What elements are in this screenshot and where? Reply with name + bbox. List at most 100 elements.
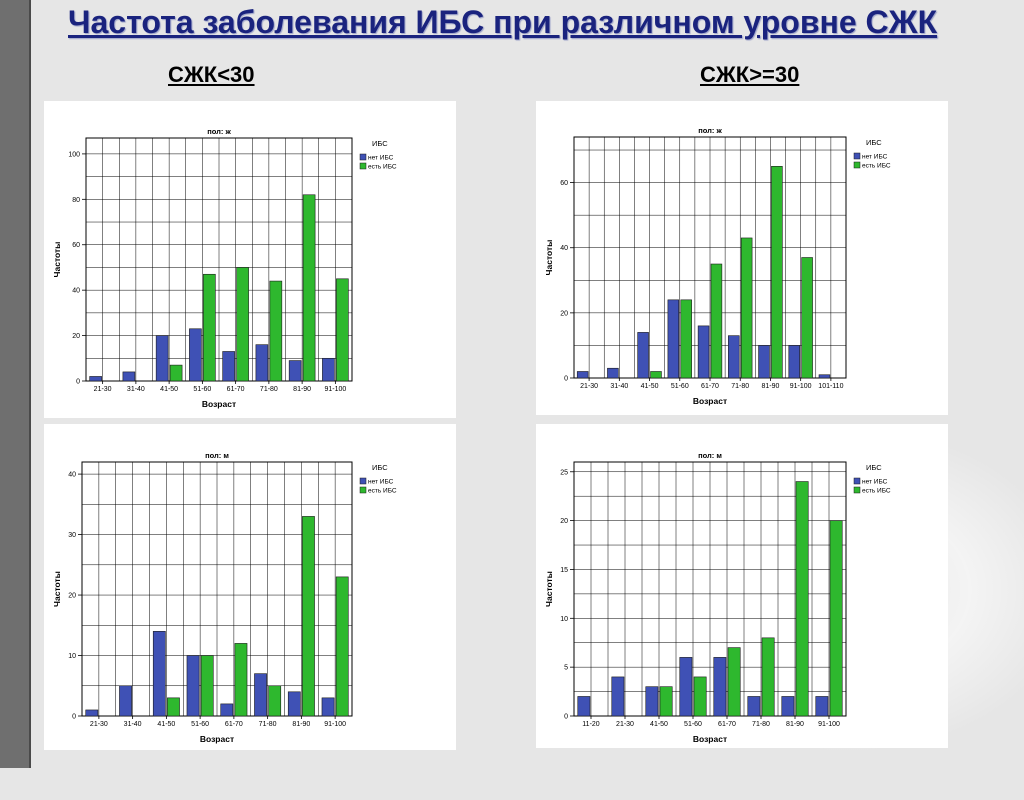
- x-axis-label: Возраст: [200, 734, 234, 744]
- bar-ibs: [335, 576, 349, 717]
- legend-swatch: [359, 486, 367, 494]
- bar-no-ibs: [322, 357, 335, 382]
- y-tick-label: 80: [72, 197, 80, 204]
- legend-swatch: [359, 477, 367, 485]
- bar-ibs: [167, 697, 180, 717]
- x-tick-label: 21-30: [94, 386, 112, 393]
- chart-title: пол: ж: [207, 127, 231, 136]
- x-tick-label: 61-70: [701, 383, 719, 390]
- bar-no-ibs: [788, 345, 800, 379]
- x-tick-label: 21-30: [616, 721, 634, 728]
- x-axis-label: Возраст: [202, 399, 236, 409]
- bar-no-ibs: [189, 328, 202, 382]
- legend-swatch: [853, 486, 861, 494]
- bar-ibs: [650, 371, 662, 379]
- x-tick-label: 91-100: [790, 383, 812, 390]
- chart-title: пол: м: [205, 451, 229, 460]
- legend-swatch: [359, 162, 367, 170]
- chart-title: пол: ж: [698, 126, 722, 135]
- bar-no-ibs: [747, 696, 761, 717]
- x-tick-label: 61-70: [225, 721, 243, 728]
- bar-no-ibs: [155, 335, 169, 382]
- y-tick-label: 0: [564, 714, 568, 721]
- y-tick-label: 30: [68, 532, 76, 539]
- legend-label: нет ИБС: [368, 479, 394, 486]
- y-axis-label: Частоты: [52, 571, 62, 607]
- chart-panel-right-female: 0 20 40 60 21-30 31-40 41-50 51-60 61-70 71-80 81-…: [536, 101, 948, 415]
- bar-chart-right-female: 0 20 40 60 21-30 31-40 41-50 51-60 61-70 71-80 81-…: [544, 126, 891, 406]
- bar-ibs: [659, 686, 673, 717]
- legend-swatch: [853, 161, 861, 169]
- y-tick-label: 40: [560, 245, 568, 252]
- legend-label: нет ИБС: [368, 155, 394, 162]
- bar-ibs: [795, 481, 809, 717]
- y-tick-label: 100: [68, 151, 80, 158]
- x-tick-label: 81-90: [786, 721, 804, 728]
- x-tick-label: 71-80: [260, 386, 278, 393]
- x-axis-label: Возраст: [693, 396, 727, 406]
- bar-no-ibs: [758, 345, 770, 379]
- bar-ibs: [302, 194, 316, 382]
- bar-no-ibs: [667, 299, 680, 379]
- bar-ibs: [727, 647, 741, 717]
- x-tick-label: 31-40: [127, 386, 145, 393]
- bar-no-ibs: [697, 325, 710, 379]
- y-tick-label: 10: [68, 653, 76, 660]
- bar-no-ibs: [152, 631, 166, 717]
- bar-no-ibs: [288, 360, 302, 382]
- x-tick-label: 21-30: [580, 383, 598, 390]
- x-tick-label: 71-80: [752, 721, 770, 728]
- bar-no-ibs: [679, 657, 693, 717]
- y-axis-label: Частоты: [544, 571, 554, 607]
- bar-ibs: [801, 257, 813, 379]
- bar-ibs: [710, 263, 723, 379]
- x-tick-label: 51-60: [684, 721, 702, 728]
- x-tick-label: 41-50: [157, 721, 175, 728]
- y-tick-label: 10: [560, 616, 568, 623]
- bar-ibs: [829, 520, 843, 717]
- x-tick-label: 31-40: [610, 383, 628, 390]
- legend-label: есть ИБС: [368, 488, 397, 495]
- x-tick-label: 51-60: [193, 386, 211, 393]
- x-tick-label: 81-90: [761, 383, 779, 390]
- column-heading-right: СЖК>=30: [700, 62, 800, 87]
- left-decor-bar: [0, 0, 31, 768]
- y-tick-label: 0: [564, 376, 568, 383]
- x-tick-label: 21-30: [90, 721, 108, 728]
- bar-ibs: [234, 643, 248, 717]
- y-tick-label: 20: [560, 518, 568, 525]
- bar-no-ibs: [222, 351, 235, 382]
- x-tick-label: 91-100: [818, 721, 840, 728]
- bar-no-ibs: [576, 371, 589, 379]
- y-tick-label: 60: [560, 180, 568, 187]
- bar-no-ibs: [122, 371, 136, 382]
- bar-no-ibs: [321, 697, 335, 717]
- legend-label: есть ИБС: [368, 164, 397, 171]
- bar-no-ibs: [186, 655, 200, 717]
- bar-ibs: [740, 237, 753, 379]
- bar-no-ibs: [815, 696, 829, 717]
- chart-panel-left-female: 0 20 40 60 80 100 21-30 31-40 41-50 51-60 61-70 71-…: [44, 101, 456, 418]
- bar-no-ibs: [637, 332, 649, 379]
- y-axis-label: Частоты: [52, 242, 62, 278]
- x-tick-label: 101-110: [818, 383, 843, 390]
- y-tick-label: 20: [560, 310, 568, 317]
- x-tick-label: 11-20: [582, 721, 599, 728]
- y-tick-label: 20: [68, 593, 76, 600]
- bar-no-ibs: [255, 344, 269, 382]
- x-tick-label: 91-100: [324, 386, 346, 393]
- bar-no-ibs: [611, 676, 625, 717]
- legend-label: есть ИБС: [862, 488, 891, 495]
- bar-ibs: [761, 637, 775, 717]
- y-tick-label: 25: [560, 469, 568, 476]
- legend-title: ИБС: [372, 463, 388, 472]
- x-tick-label: 81-90: [292, 721, 310, 728]
- bar-ibs: [336, 278, 349, 382]
- x-tick-label: 31-40: [124, 721, 142, 728]
- x-tick-label: 91-100: [324, 721, 346, 728]
- y-tick-label: 20: [72, 333, 80, 340]
- y-tick-label: 40: [68, 472, 76, 479]
- bar-ibs: [200, 655, 214, 717]
- bar-ibs: [236, 267, 249, 382]
- y-tick-label: 0: [72, 714, 76, 721]
